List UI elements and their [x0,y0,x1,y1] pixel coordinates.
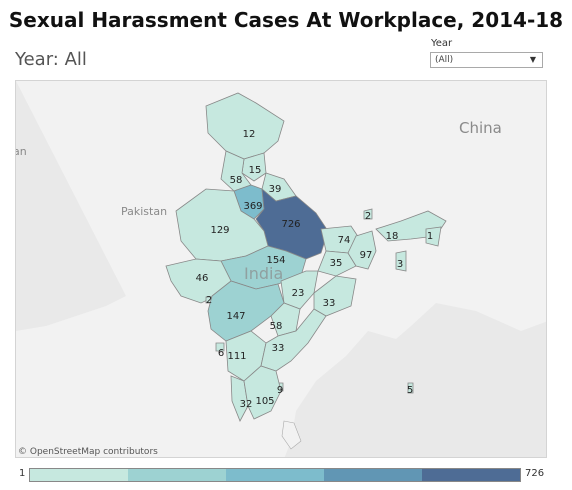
state-value-label: 1 [427,231,433,242]
state-value-label: 105 [255,396,274,407]
map-attribution[interactable]: © OpenStreetMap contributors [18,447,158,457]
legend-color-bar [29,468,521,482]
state-value-label: 6 [218,348,224,359]
state-rj[interactable] [175,188,269,262]
place-label-india: India [244,264,283,283]
chevron-down-icon[interactable]: ▼ [529,55,536,64]
india-map[interactable]: China Pakistan an India 1215583936972612… [15,80,547,458]
legend-min-label: 1 [19,468,26,479]
state-value-label: 33 [323,298,336,309]
chart-title: Sexual Harassment Cases At Workplace, 20… [8,8,564,32]
color-legend: 1 726 [0,462,572,486]
state-value-label: 35 [330,258,343,269]
place-label-edge: an [16,145,27,158]
state-mn[interactable] [425,226,442,247]
legend-step-3 [226,469,324,481]
state-kl[interactable] [230,375,249,422]
state-goa[interactable] [215,342,225,352]
state-an[interactable] [407,382,414,394]
state-value-label: 46 [196,273,209,284]
state-value-label: 32 [240,399,253,410]
year-filter-label: Year [431,38,453,49]
land-sri-lanka [281,420,302,450]
legend-step-2 [128,469,226,481]
state-value-label: 15 [249,165,262,176]
state-value-label: 33 [272,343,285,354]
state-value-label: 58 [270,321,283,332]
state-value-label: 58 [230,175,243,186]
state-sk[interactable] [363,208,373,220]
state-tn[interactable] [243,365,282,420]
state-value-label: 2 [365,211,371,222]
state-value-label: 74 [338,235,351,246]
year-filter-value: (All) [435,55,454,65]
state-value-label: 3 [397,259,403,270]
legend-step-1 [30,469,128,481]
state-value-label: 129 [210,225,229,236]
state-value-label: 147 [226,311,245,322]
state-value-label: 39 [269,184,282,195]
state-value-label: 23 [292,288,305,299]
state-value-label: 2 [206,295,212,306]
map-canvas[interactable]: China Pakistan an India 1215583936972612… [16,81,547,458]
state-value-label: 12 [243,129,256,140]
state-value-label: 5 [407,385,413,396]
state-value-label: 726 [281,219,300,230]
legend-max-label: 726 [525,468,545,479]
state-wb[interactable] [347,230,377,270]
state-value-label: 369 [243,201,262,212]
state-value-label: 9 [277,385,283,396]
year-subtitle: Year: All [15,49,87,70]
place-label-pakistan: Pakistan [121,205,167,218]
state-value-label: 18 [386,231,399,242]
state-value-label: 111 [227,351,246,362]
year-filter-dropdown[interactable]: (All) ▼ [430,52,543,68]
state-value-label: 154 [266,255,285,266]
legend-step-4 [324,469,422,481]
state-value-label: 97 [360,250,373,261]
state-jk[interactable] [205,92,285,160]
state-mz[interactable] [395,250,407,272]
place-label-china: China [459,119,502,137]
state-jh[interactable] [317,250,357,277]
legend-step-5 [422,469,520,481]
state-tg[interactable] [270,302,301,337]
